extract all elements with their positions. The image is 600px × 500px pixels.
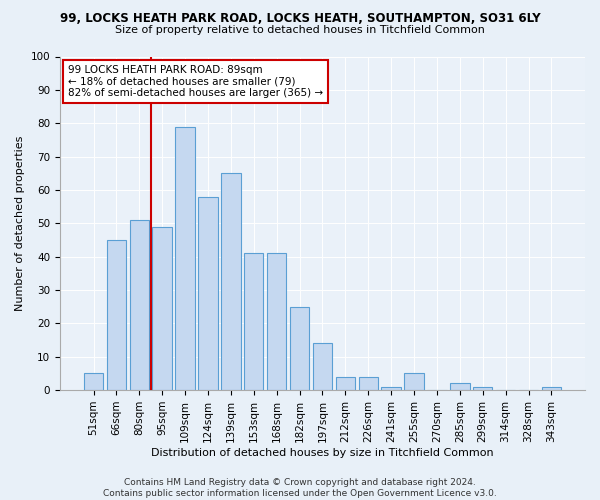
Text: 99, LOCKS HEATH PARK ROAD, LOCKS HEATH, SOUTHAMPTON, SO31 6LY: 99, LOCKS HEATH PARK ROAD, LOCKS HEATH, … xyxy=(59,12,541,26)
Bar xyxy=(84,374,103,390)
Bar xyxy=(152,226,172,390)
Bar xyxy=(244,254,263,390)
Bar xyxy=(267,254,286,390)
Y-axis label: Number of detached properties: Number of detached properties xyxy=(15,136,25,311)
Bar xyxy=(221,174,241,390)
Bar xyxy=(450,384,470,390)
Bar xyxy=(542,387,561,390)
Text: Size of property relative to detached houses in Titchfield Common: Size of property relative to detached ho… xyxy=(115,25,485,35)
Bar xyxy=(198,196,218,390)
Bar xyxy=(130,220,149,390)
Text: Contains HM Land Registry data © Crown copyright and database right 2024.
Contai: Contains HM Land Registry data © Crown c… xyxy=(103,478,497,498)
Bar xyxy=(175,126,195,390)
Bar xyxy=(313,344,332,390)
Bar xyxy=(107,240,126,390)
Bar xyxy=(335,377,355,390)
Bar xyxy=(359,377,378,390)
Bar xyxy=(382,387,401,390)
Text: 99 LOCKS HEATH PARK ROAD: 89sqm
← 18% of detached houses are smaller (79)
82% of: 99 LOCKS HEATH PARK ROAD: 89sqm ← 18% of… xyxy=(68,65,323,98)
X-axis label: Distribution of detached houses by size in Titchfield Common: Distribution of detached houses by size … xyxy=(151,448,494,458)
Bar xyxy=(404,374,424,390)
Bar xyxy=(290,306,309,390)
Bar xyxy=(473,387,493,390)
